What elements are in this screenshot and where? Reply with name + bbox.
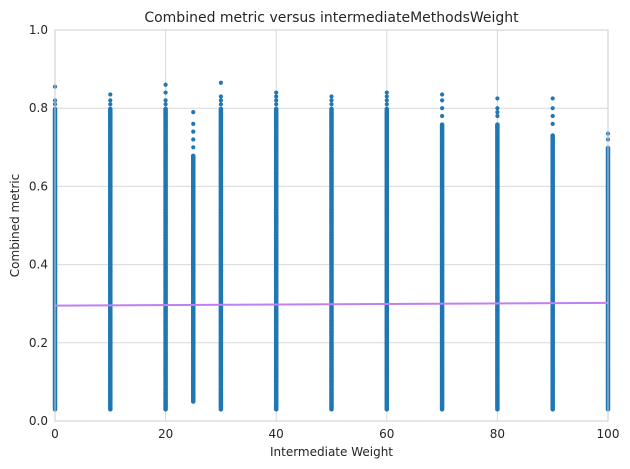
data-point-outlier: [191, 137, 196, 142]
y-tick-label: 0.4: [29, 258, 48, 272]
trend-line-group: [54, 301, 609, 307]
data-point-outlier: [274, 90, 279, 95]
y-tick-labels: 0.0 0.2 0.4 0.6 0.8 1.0: [29, 23, 48, 428]
point-column-80: [495, 96, 500, 412]
point-column-40: [273, 90, 279, 412]
data-point-outlier: [550, 106, 555, 111]
y-tick-label: 0.8: [29, 101, 48, 115]
data-point-outlier: [550, 113, 555, 119]
data-point: [439, 122, 445, 127]
trend-line: [54, 301, 609, 307]
data-point: [495, 122, 500, 127]
data-point: [550, 133, 555, 138]
point-column-90: [550, 96, 555, 412]
data-point: [329, 106, 334, 112]
data-point-outlier: [384, 98, 389, 103]
scatter-points: [52, 80, 611, 412]
y-tick-label: 0.0: [29, 414, 48, 428]
data-point-outlier: [329, 94, 334, 99]
data-point-outlier: [495, 106, 500, 111]
data-point-outlier: [440, 92, 445, 97]
point-column-30: [218, 80, 224, 412]
plot-frame: [54, 29, 609, 422]
point-column-70: [439, 92, 445, 412]
data-point-outlier: [550, 121, 555, 126]
x-tick-label: 0: [51, 427, 59, 441]
data-point-outlier: [108, 98, 113, 103]
data-point-outlier: [108, 102, 113, 107]
point-column-10: [108, 92, 113, 412]
data-point-outlier: [191, 121, 196, 126]
data-point-outlier: [384, 102, 389, 107]
data-point-outlier: [274, 102, 279, 107]
data-point-outlier: [550, 96, 555, 101]
data-point-outlier: [495, 96, 500, 101]
point-column-20: [163, 82, 168, 412]
x-tick-label: 20: [158, 427, 173, 441]
data-point-outlier: [495, 110, 500, 115]
data-point: [218, 106, 224, 112]
data-point-outlier: [163, 82, 168, 87]
data-point-outlier: [191, 145, 196, 150]
data-point-outlier: [440, 98, 445, 103]
y-tick-label: 1.0: [29, 23, 48, 37]
data-point-outlier: [108, 92, 113, 97]
data-point-outlier: [218, 80, 223, 85]
data-point-outlier: [163, 98, 168, 103]
point-column-25: [190, 110, 196, 404]
x-tick-label: 60: [379, 427, 394, 441]
data-point: [163, 106, 168, 112]
data-point-outlier: [384, 90, 389, 95]
point-column-50: [329, 94, 334, 412]
data-point: [384, 106, 390, 112]
data-point-outlier: [440, 113, 445, 119]
x-tick-label: 100: [597, 427, 620, 441]
data-point: [108, 106, 113, 112]
data-point-outlier: [191, 110, 196, 115]
data-point-outlier: [384, 94, 389, 99]
data-point: [273, 106, 279, 112]
data-point-outlier: [274, 98, 279, 103]
data-point-outlier: [218, 98, 223, 103]
data-point-outlier: [163, 90, 168, 95]
data-point-outlier: [191, 129, 196, 134]
data-point-outlier: [329, 102, 334, 107]
data-point-outlier: [495, 113, 500, 119]
data-point: [190, 153, 196, 159]
data-point-outlier: [440, 106, 445, 111]
x-tick-label: 80: [490, 427, 505, 441]
point-column-0: [52, 84, 58, 412]
chart-title: Combined metric versus intermediateMetho…: [144, 10, 519, 26]
y-axis-label: Combined metric: [8, 174, 22, 277]
data-point-outlier: [218, 94, 223, 99]
x-tick-label: 40: [269, 427, 284, 441]
x-tick-labels: 0 20 40 60 80 100: [51, 427, 619, 441]
data-point-outlier: [163, 102, 168, 107]
y-tick-label: 0.2: [29, 336, 48, 350]
point-column-60: [384, 90, 390, 412]
x-axis-label: Intermediate Weight: [270, 445, 393, 459]
y-tick-label: 0.6: [29, 179, 48, 193]
data-point-outlier: [218, 102, 223, 107]
data-point-outlier: [329, 98, 334, 103]
data-point-outlier: [274, 94, 279, 99]
